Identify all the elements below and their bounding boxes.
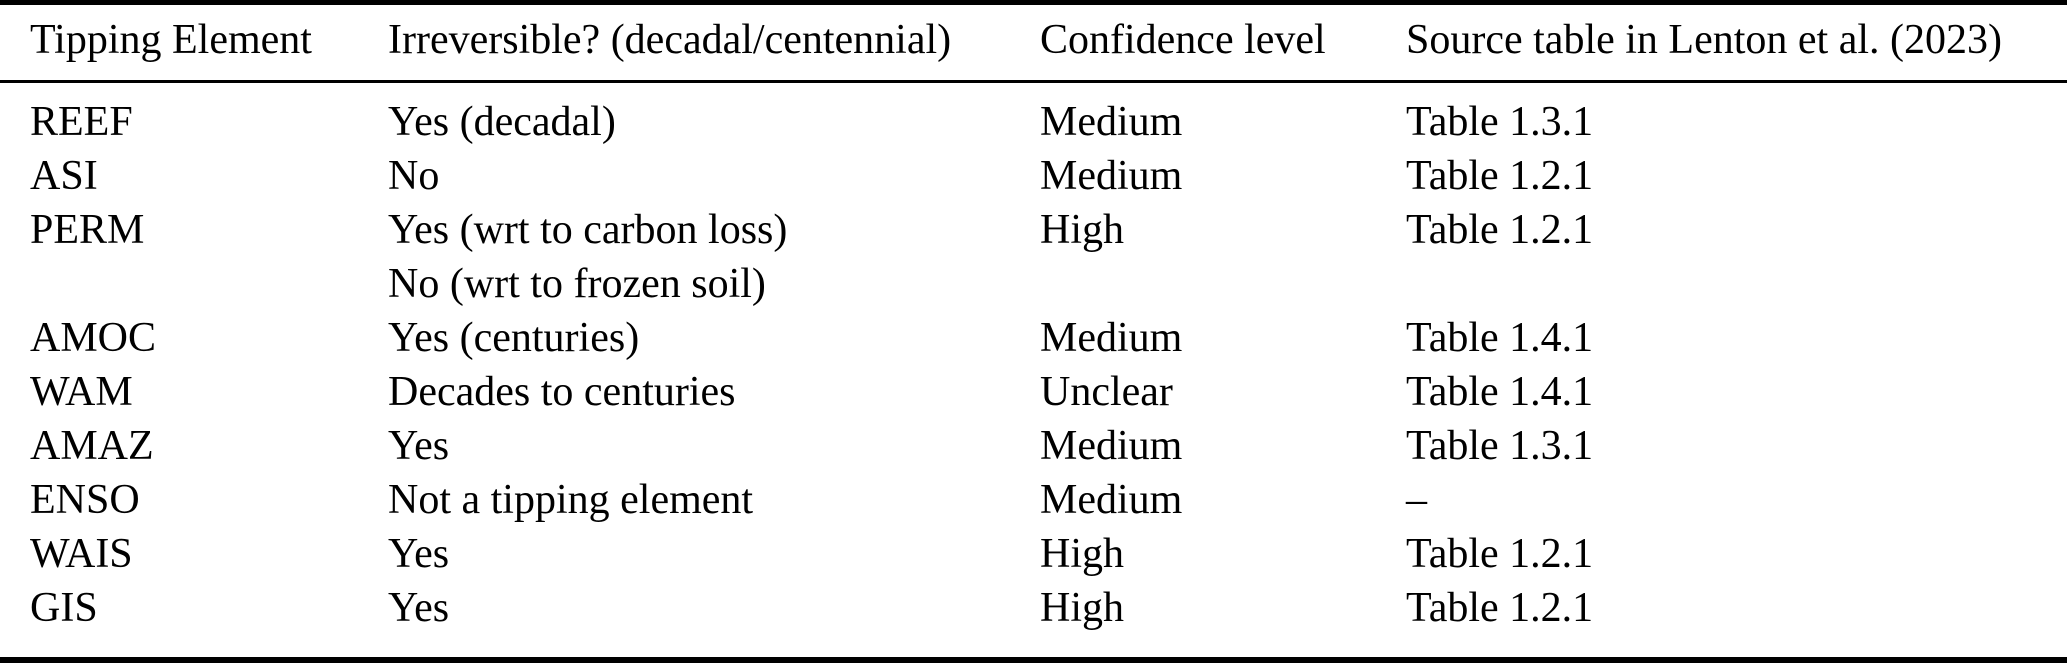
cell-source: Table 1.2.1 [1406,153,1594,199]
table-row-amaz: AMAZ Yes Medium Table 1.3.1 [0,419,2067,473]
cell-source: Table 1.3.1 [1406,99,1594,145]
cell-irreversible: Yes [388,585,450,631]
cell-source: Table 1.2.1 [1406,531,1594,577]
cell-element: AMOC [30,315,157,361]
cell-confidence: High [1040,585,1124,631]
cell-source: – [1406,477,1427,523]
cell-element: GIS [30,585,98,631]
header-cell-source-table: Source table in Lenton et al. (2023) [1406,17,2002,63]
table-header-row: Tipping Element Irreversible? (decadal/c… [0,5,2067,80]
cell-irreversible: Yes [388,531,450,577]
cell-confidence: Medium [1040,99,1183,145]
cell-source: Table 1.2.1 [1406,585,1594,631]
cell-element: AMAZ [30,423,154,469]
cell-irreversible: Decades to centuries [388,369,736,415]
table-row-wam: WAM Decades to centuries Unclear Table 1… [0,365,2067,419]
cell-irreversible: No [388,153,440,199]
header-cell-tipping-element: Tipping Element [30,17,312,63]
cell-element: ENSO [30,477,140,523]
cell-confidence: Medium [1040,315,1183,361]
cell-confidence: Medium [1040,153,1183,199]
table-top-rule [0,0,2067,5]
cell-irreversible: Yes (wrt to carbon loss) No (wrt to froz… [388,207,788,307]
cell-element: REEF [30,99,133,145]
table-row-perm: PERM Yes (wrt to carbon loss) No (wrt to… [0,203,2067,311]
table-body: REEF Yes (decadal) Medium Table 1.3.1 AS… [0,83,2067,657]
cell-source: Table 1.4.1 [1406,315,1594,361]
cell-source: Table 1.2.1 [1406,207,1594,253]
cell-confidence: High [1040,207,1124,253]
table-row-asi: ASI No Medium Table 1.2.1 [0,149,2067,203]
cell-element: WAM [30,369,133,415]
header-cell-irreversible: Irreversible? (decadal/centennial) [388,17,952,63]
header-cell-confidence-level: Confidence level [1040,17,1326,63]
cell-irreversible: Yes (centuries) [388,315,640,361]
table-row-enso: ENSO Not a tipping element Medium – [0,473,2067,527]
cell-confidence: High [1040,531,1124,577]
cell-irreversible: Yes [388,423,450,469]
cell-source: Table 1.3.1 [1406,423,1594,469]
table-row-gis: GIS Yes High Table 1.2.1 [0,581,2067,635]
cell-confidence: Unclear [1040,369,1173,415]
cell-confidence: Medium [1040,423,1183,469]
cell-source: Table 1.4.1 [1406,369,1594,415]
table-row-amoc: AMOC Yes (centuries) Medium Table 1.4.1 [0,311,2067,365]
cell-irreversible: Yes (decadal) [388,99,616,145]
cell-element: PERM [30,207,145,253]
cell-irreversible: Not a tipping element [388,477,754,523]
cell-element: WAIS [30,531,133,577]
cell-element: ASI [30,153,98,199]
cell-confidence: Medium [1040,477,1183,523]
table-bottom-rule [0,657,2067,663]
table-header-rule [0,80,2067,83]
table-row-reef: REEF Yes (decadal) Medium Table 1.3.1 [0,95,2067,149]
table-row-wais: WAIS Yes High Table 1.2.1 [0,527,2067,581]
